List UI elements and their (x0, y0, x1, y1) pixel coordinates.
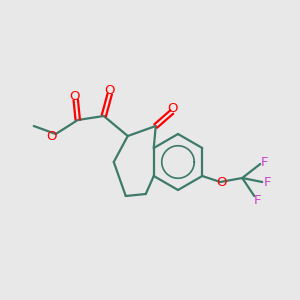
Text: O: O (216, 176, 226, 190)
Text: O: O (104, 85, 115, 98)
Text: F: F (254, 194, 261, 206)
Text: O: O (167, 103, 178, 116)
Text: O: O (46, 130, 57, 142)
Text: O: O (70, 89, 80, 103)
Text: F: F (263, 176, 271, 188)
Text: F: F (260, 155, 268, 169)
